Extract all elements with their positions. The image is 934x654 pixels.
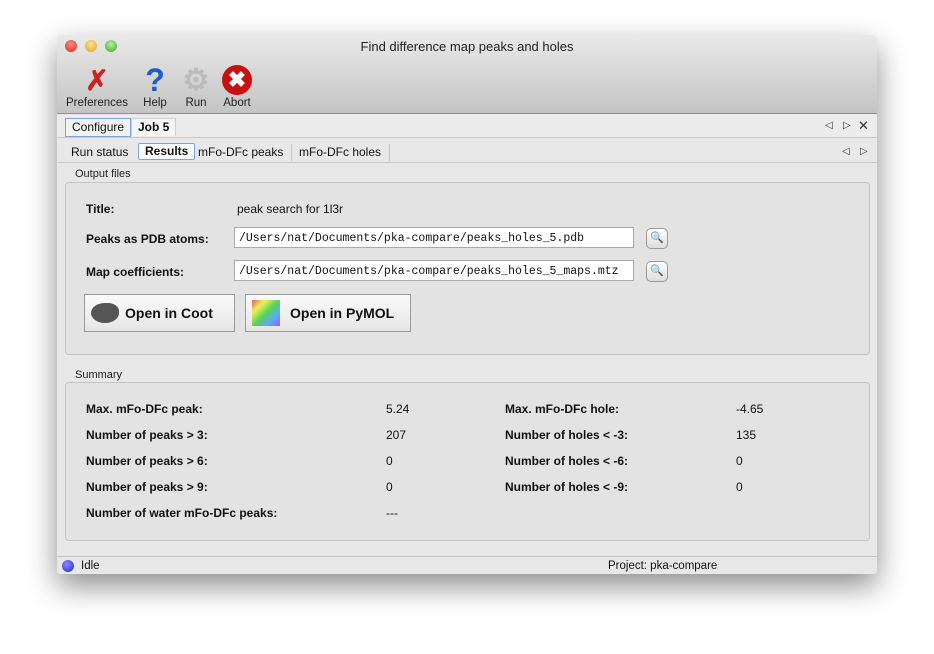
pdb-path-field[interactable]: /Users/nat/Documents/pka-compare/peaks_h… [234,227,634,248]
summary-left-value: 0 [386,480,393,494]
title-value: peak search for 1l3r [237,202,344,216]
gear-icon: ⚙ [182,63,210,97]
pymol-icon [252,300,280,326]
help-button[interactable]: ? Help [139,61,171,110]
divider [291,144,292,161]
coot-bird-icon [91,303,119,323]
browse-pdb-button[interactable]: 🔍 [646,228,668,249]
stop-x-icon: ✖ [221,63,253,97]
project-text: Project: pka-compare [608,560,718,572]
open-pymol-button[interactable]: Open in PyMOL [245,294,411,332]
summary-left-label: Number of peaks > 6: [86,454,208,468]
magnifier-icon: 🔍 [650,265,664,277]
subtab-results[interactable]: Results [138,143,196,160]
title-toolbar: Find difference map peaks and holes ✗ Pre… [57,35,877,114]
close-tab-icon[interactable]: ✕ [858,118,869,133]
help-label: Help [143,97,167,109]
summary-right-label: Max. mFo-DFc hole: [505,402,620,416]
summary-right-value: 135 [736,428,757,442]
run-label: Run [185,97,207,109]
subtab-peaks[interactable]: mFo-DFc peaks [198,145,284,159]
question-icon: ? [145,61,165,98]
window-title: Find difference map peaks and holes [360,39,574,54]
status-bar: Idle Project: pka-compare [57,556,877,574]
job-tabs: Configure Job 5 ◁ ▷ ✕ [57,115,877,138]
map-label: Map coefficients: [86,265,185,279]
summary-left-value: 0 [386,454,393,468]
tab-job-5[interactable]: Job 5 [131,118,177,136]
browse-map-button[interactable]: 🔍 [646,261,668,282]
summary-right-label: Number of holes < -9: [505,480,629,494]
window: Find difference map peaks and holes ✗ Pre… [57,35,877,574]
tab-scroll-left-icon[interactable]: ◁ [825,120,833,131]
summary-right-label: Number of holes < -6: [505,454,629,468]
summary-right-value: 0 [736,480,743,494]
subtab-holes[interactable]: mFo-DFc holes [299,145,382,159]
run-button[interactable]: ⚙ Run [180,63,212,110]
summary-right-value: 0 [736,454,743,468]
output-files-label: Output files [75,168,131,180]
preferences-label: Preferences [66,97,129,109]
subtab-run-status[interactable]: Run status [71,145,129,159]
pdb-label: Peaks as PDB atoms: [86,232,209,246]
summary-left-label: Number of peaks > 9: [86,480,208,494]
minimize-window-button[interactable] [85,40,97,52]
title-label: Title: [86,202,115,216]
status-text: Idle [81,560,100,572]
status-indicator-icon [62,560,74,572]
map-path-field[interactable]: /Users/nat/Documents/pka-compare/peaks_h… [234,260,634,281]
summary-label: Summary [75,369,123,381]
tab-configure[interactable]: Configure [65,118,132,137]
result-subtabs: Run status Results mFo-DFc peaks mFo-DFc… [57,140,877,163]
summary-left-label: Max. mFo-DFc peak: [86,402,203,416]
tab-scroll-right-icon[interactable]: ▷ [843,120,851,131]
close-window-button[interactable] [65,40,77,52]
summary-left-value: --- [386,506,398,520]
open-coot-button[interactable]: Open in Coot [84,294,235,332]
subtab-scroll-left-icon[interactable]: ◁ [842,146,850,157]
summary-left-label: Number of water mFo-DFc peaks: [86,506,278,520]
abort-label: Abort [223,97,251,109]
wrench-screwdriver-icon: ✗ [85,64,109,96]
summary-left-value: 207 [386,428,407,442]
summary-group [65,382,870,541]
summary-right-label: Number of holes < -3: [505,428,629,442]
summary-left-value: 5.24 [386,402,410,416]
preferences-button[interactable]: ✗ Preferences [66,63,129,110]
abort-button[interactable]: ✖ Abort [221,63,253,109]
summary-right-value: -4.65 [736,402,764,416]
coot-label: Open in Coot [125,305,213,321]
divider [389,144,390,161]
summary-left-label: Number of peaks > 3: [86,428,208,442]
subtab-scroll-right-icon[interactable]: ▷ [860,146,868,157]
pymol-label: Open in PyMOL [290,305,395,321]
zoom-window-button[interactable] [105,40,117,52]
magnifier-icon: 🔍 [650,232,664,244]
